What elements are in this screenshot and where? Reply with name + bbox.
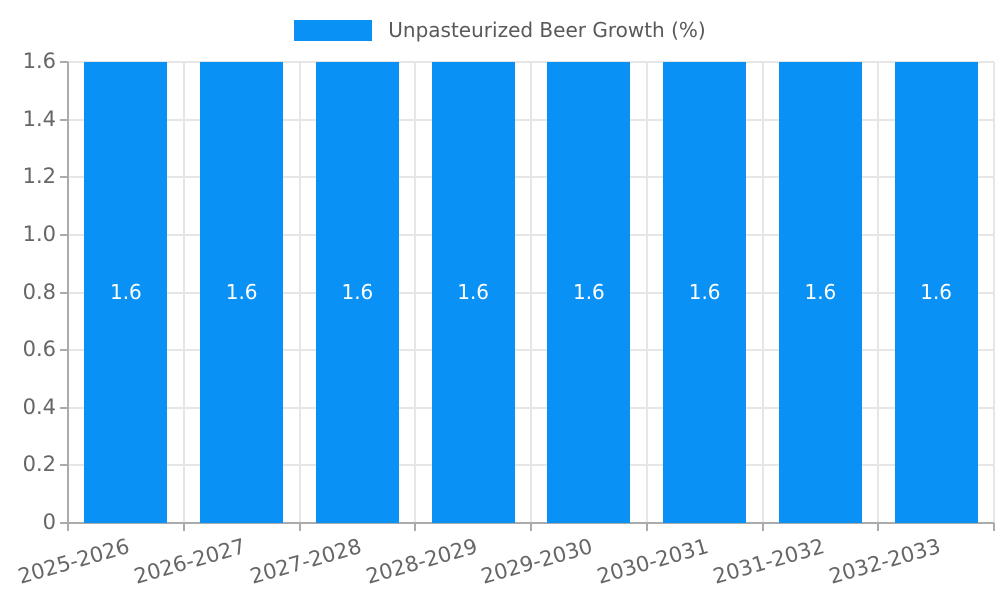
y-tick-mark (60, 176, 68, 179)
bar-value-label: 1.6 (341, 279, 374, 304)
chart-legend: Unpasteurized Beer Growth (%) (0, 18, 1000, 42)
bar[interactable] (778, 62, 862, 523)
legend-label[interactable]: Unpasteurized Beer Growth (%) (388, 18, 706, 42)
gridline-x (530, 62, 532, 523)
x-tick-label: 2026-2027 (131, 534, 249, 589)
x-tick-mark (877, 523, 880, 531)
gridline-x (414, 62, 417, 523)
gridline-x (298, 62, 301, 523)
y-tick-label: 1.2 (22, 164, 56, 189)
bar[interactable] (663, 62, 747, 523)
y-tick-mark (60, 118, 68, 121)
bar[interactable] (84, 62, 168, 523)
y-tick-mark (60, 406, 68, 409)
x-tick-mark (298, 523, 301, 531)
y-tick-label: 1.6 (22, 49, 56, 73)
gridline-x (993, 62, 995, 523)
y-tick-label: 0 (42, 510, 56, 534)
y-tick-mark (60, 61, 68, 63)
x-tick-mark (67, 523, 69, 531)
x-tick-mark (993, 523, 995, 531)
x-tick-mark (414, 523, 417, 531)
x-axis-line (68, 522, 994, 524)
y-tick-label: 1.4 (22, 106, 56, 131)
y-tick-label: 0.8 (22, 279, 56, 304)
y-tick-label: 0.4 (22, 394, 56, 419)
y-tick-mark (60, 349, 68, 352)
gridline-x (645, 62, 648, 523)
bar-value-label: 1.6 (457, 279, 490, 304)
y-axis-line (67, 62, 69, 523)
gridline-x (761, 62, 764, 523)
bar-value-label: 1.6 (109, 279, 142, 304)
y-tick-label: 1.0 (22, 221, 56, 246)
y-tick-mark (60, 291, 68, 294)
x-tick-label: 2027-2028 (247, 534, 364, 589)
x-tick-mark (761, 523, 764, 531)
gridline-x (182, 62, 185, 523)
bar[interactable] (431, 62, 515, 523)
x-tick-label: 2032-2033 (826, 534, 943, 589)
x-tick-label: 2031-2032 (710, 534, 827, 589)
x-tick-mark (530, 523, 532, 531)
bar-value-label: 1.6 (225, 279, 258, 304)
y-tick-mark (60, 233, 68, 236)
bar-value-label: 1.6 (804, 279, 837, 304)
bar[interactable] (894, 62, 978, 523)
legend-swatch[interactable] (294, 19, 373, 41)
y-tick-label: 0.6 (22, 337, 56, 362)
gridline-x (877, 62, 880, 523)
y-tick-mark (60, 464, 68, 467)
x-tick-mark (182, 523, 185, 531)
x-tick-label: 2030-2031 (594, 534, 712, 589)
bar[interactable] (200, 62, 284, 523)
y-tick-label: 0.2 (22, 452, 56, 477)
x-tick-mark (645, 523, 648, 531)
x-tick-label: 2029-2030 (478, 534, 596, 589)
bar-value-label: 1.6 (688, 279, 721, 304)
x-tick-label: 2028-2029 (363, 534, 480, 589)
x-tick-label: 2025-2026 (15, 534, 133, 589)
y-tick-mark (60, 522, 68, 524)
bar-value-label: 1.6 (920, 279, 953, 304)
bar-value-label: 1.6 (572, 279, 605, 304)
bar[interactable] (547, 62, 631, 523)
bar[interactable] (315, 62, 399, 523)
